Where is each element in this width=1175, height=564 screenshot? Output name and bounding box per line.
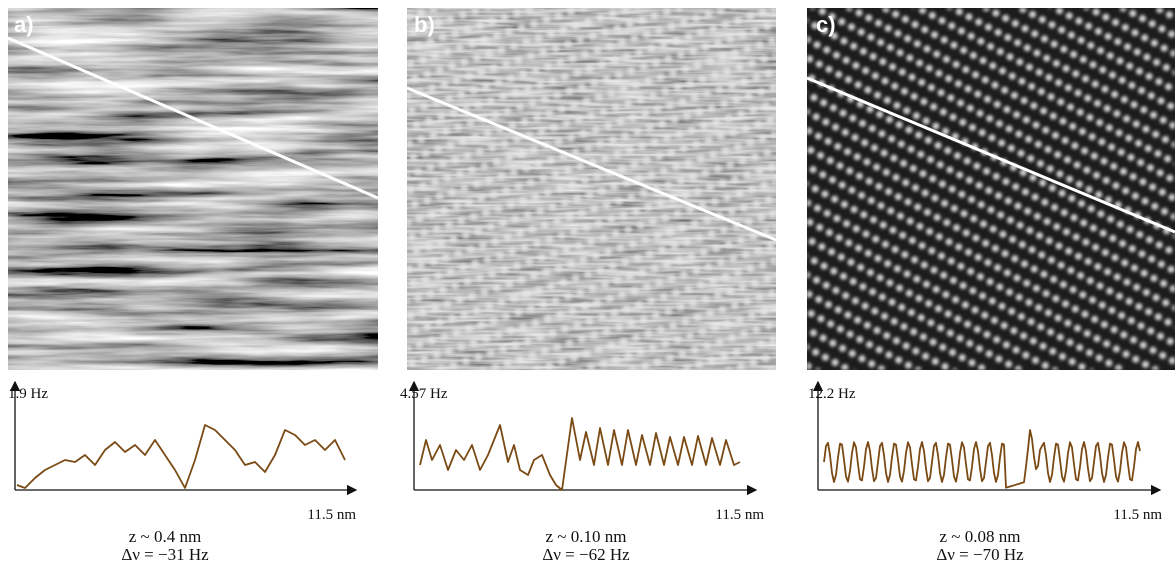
x-label: 11.5 nm (1113, 507, 1162, 523)
afm-image (8, 8, 378, 370)
panel-label: c) (816, 12, 836, 37)
panel-b: b) 4.57 Hz 11.5 nm z ~ 0.10 nm Δν = −62 … (400, 8, 777, 564)
caption-z: z ~ 0.4 nm (129, 527, 201, 546)
x-label: 11.5 nm (307, 507, 356, 523)
y-label: 4.57 Hz (400, 386, 448, 402)
afm-image (407, 8, 776, 370)
scan-line (7, 36, 379, 200)
profile (16, 424, 346, 489)
panel-label: a) (14, 12, 34, 37)
y-label: 1.9 Hz (8, 386, 48, 402)
scan-line (806, 76, 1175, 234)
panel-c: c) 12.2 Hz 11.5 nm z ~ 0.08 nm Δν = −70 … (806, 8, 1175, 564)
profile (419, 417, 741, 491)
y-label: 12.2 Hz (808, 386, 856, 402)
panel-a: a) 1.9 Hz 11.5 nm z ~ 0.4 nm Δν = −31 Hz (7, 8, 379, 564)
profile (823, 429, 1141, 489)
caption-z: z ~ 0.08 nm (940, 527, 1021, 546)
scan-line (406, 86, 777, 242)
x-label: 11.5 nm (715, 507, 764, 523)
caption-df: Δν = −70 Hz (936, 545, 1024, 564)
panel-label: b) (414, 12, 435, 37)
caption-df: Δν = −62 Hz (542, 545, 630, 564)
caption-df: Δν = −31 Hz (121, 545, 209, 564)
caption-z: z ~ 0.10 nm (546, 527, 627, 546)
afm-image (807, 8, 1175, 370)
